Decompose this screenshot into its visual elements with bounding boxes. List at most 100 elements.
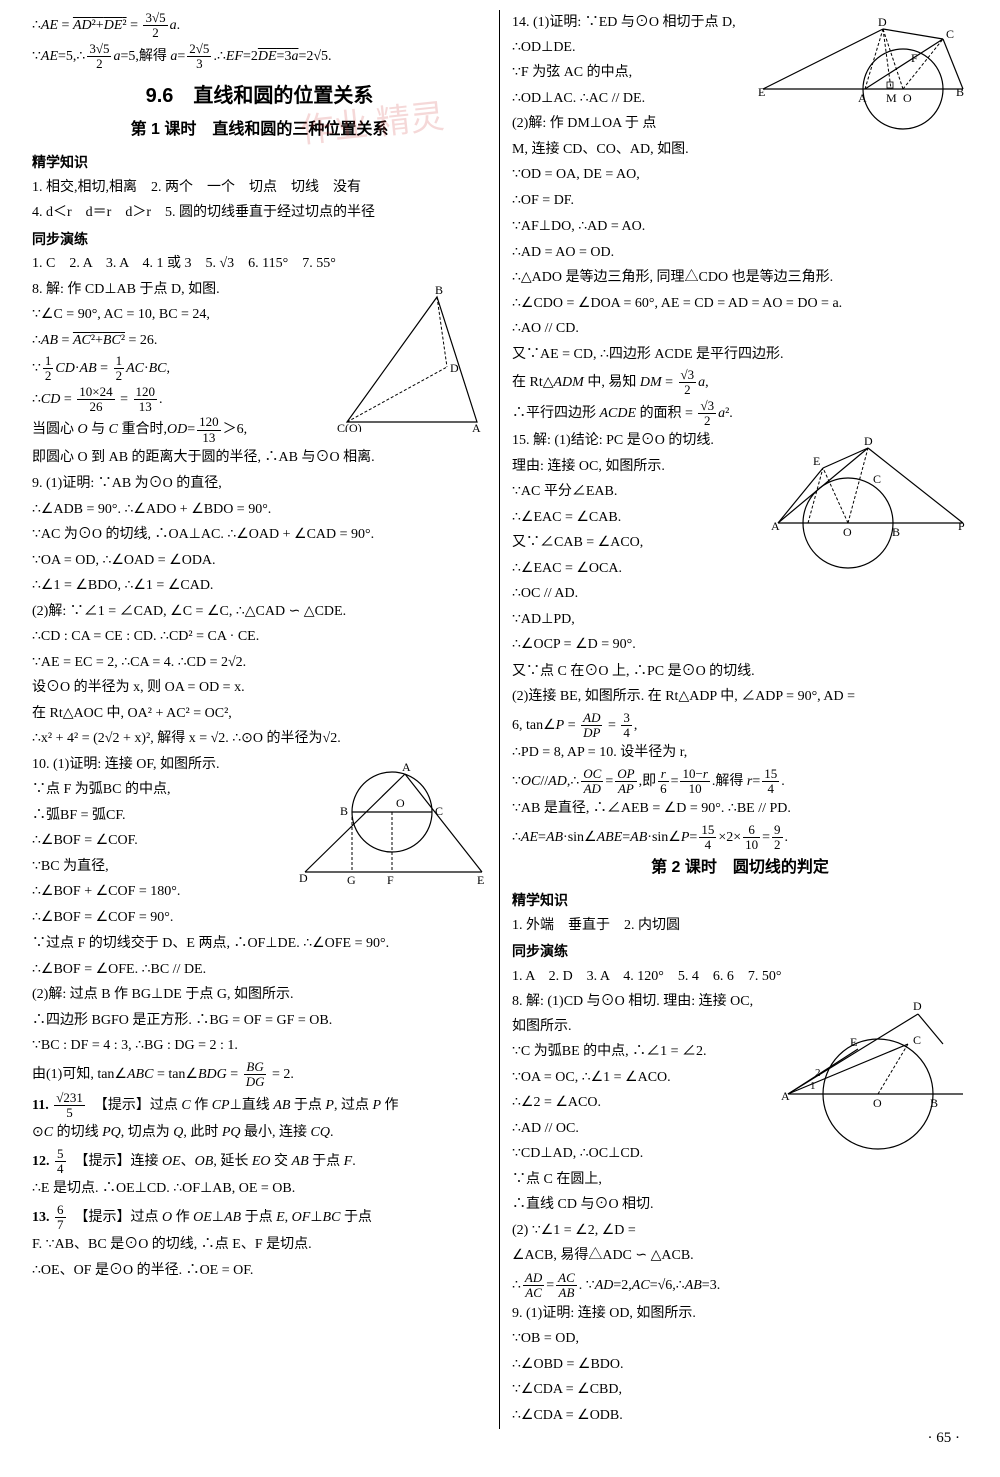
text-line: 6, tan∠P = ADDP = 34, xyxy=(512,711,968,741)
svg-text:A: A xyxy=(771,519,780,533)
section-head: 精学知识 xyxy=(512,888,968,913)
svg-text:D: D xyxy=(450,361,459,375)
text-line: ∴OC // AD. xyxy=(512,582,968,607)
section-head: 同步演练 xyxy=(32,227,487,252)
text-line: ∵OC//AD,∴OCAD=OPAP,即r6=10−r10.解得 r=154. xyxy=(512,767,968,797)
svg-text:P: P xyxy=(958,519,965,533)
svg-text:A: A xyxy=(402,760,411,774)
text-line: ∵BC : DF = 4 : 3, ∴BG : DG = 2 : 1. xyxy=(32,1034,487,1059)
text-line: ∴AE=AB·sin∠ABE=AB·sin∠P=154×2×610=92. xyxy=(512,823,968,853)
text-line: ∵AC 为⊙O 的切线, ∴OA⊥AC. ∴∠OAD + ∠CAD = 90°. xyxy=(32,523,487,548)
text-line: ∴PD = 8, AP = 10. 设半径为 r, xyxy=(512,741,968,766)
svg-text:A: A xyxy=(472,421,481,432)
svg-text:B: B xyxy=(340,804,348,818)
section-head: 同步演练 xyxy=(512,939,968,964)
text-line: ∴AD = AO = OD. xyxy=(512,241,968,266)
text-line: ∵AB 是直径, ∴∠AEB = ∠D = 90°. ∴BE // PD. xyxy=(512,797,968,822)
text-line: 12. 54 【提示】连接 OE、OB, 延长 EO 交 AB 于点 F. xyxy=(32,1147,487,1177)
text-line: 在 Rt△ADM 中, 易知 DM = √32a, xyxy=(512,368,968,398)
svg-text:A: A xyxy=(858,91,867,105)
text-line: ∴OF = DF. xyxy=(512,189,968,214)
text-line: 即圆心 O 到 AB 的距离大于圆的半径, ∴AB 与⊙O 相离. xyxy=(32,446,487,471)
text-line: 1. 外端 垂直于 2. 内切圆 xyxy=(512,914,968,939)
svg-text:B: B xyxy=(930,1096,938,1110)
svg-text:C: C xyxy=(873,472,881,486)
text-line: ∵AD⊥PD, xyxy=(512,608,968,633)
svg-text:1: 1 xyxy=(810,1080,816,1092)
text-line: M, 连接 CD、CO、AD, 如图. xyxy=(512,138,968,163)
text-line: ∵OD = OA, DE = AO, xyxy=(512,163,968,188)
text-line: ∴四边形 BGFO 是正方形. ∴BG = OF = GF = OB. xyxy=(32,1009,487,1034)
svg-text:2: 2 xyxy=(815,1067,821,1079)
svg-text:E: E xyxy=(850,1035,857,1049)
right-column: E A M O B D C F 14. (1)证明: ∵ED 与⊙O 相切于点 … xyxy=(500,10,980,1429)
svg-text:E: E xyxy=(477,873,484,887)
text-line: 又∵点 C 在⊙O 上, ∴PC 是⊙O 的切线. xyxy=(512,660,968,685)
svg-text:C: C xyxy=(946,27,954,41)
text-line: ∴ADAC=ACAB. ∵AD=2,AC=√6,∴AB=3. xyxy=(512,1271,968,1301)
text-line: F. ∵AB、BC 是⊙O 的切线, ∴点 E、F 是切点. xyxy=(32,1233,487,1258)
text-line: 1. 相交,相切,相离 2. 两个 一个 切点 切线 没有 xyxy=(32,176,487,201)
text-line: ∴CD : CA = CE : CD. ∴CD² = CA · CE. xyxy=(32,625,487,650)
svg-text:O: O xyxy=(873,1096,882,1110)
svg-text:B: B xyxy=(956,85,964,99)
chapter-title: 9.6 直线和圆的位置关系 xyxy=(32,79,487,114)
figure-q15: D E C A O B P xyxy=(768,433,968,573)
text-line: ∴∠CDA = ∠ODB. xyxy=(512,1404,968,1429)
svg-text:D: D xyxy=(878,15,887,29)
svg-text:O: O xyxy=(396,796,405,810)
text-line: 由(1)可知, tan∠ABC = tan∠BDG = BGDG = 2. xyxy=(32,1060,487,1090)
text-line: ∵过点 F 的切线交于 D、E 两点, ∴OF⊥DE. ∴∠OFE = 90°. xyxy=(32,932,487,957)
text-line: 1. C 2. A 3. A 4. 1 或 3 5. √3 6. 115° 7.… xyxy=(32,252,487,277)
text-line: ⊙C 的切线 PQ, 切点为 Q, 此时 PQ 最小, 连接 CQ. xyxy=(32,1121,487,1146)
svg-text:F: F xyxy=(387,873,394,887)
text-line: ∴OE、OF 是⊙O 的半径. ∴OE = OF. xyxy=(32,1259,487,1284)
figure-q8: B D C(O) A xyxy=(337,282,487,432)
text-line: ∵OA = OD, ∴∠OAD = ∠ODA. xyxy=(32,549,487,574)
svg-text:O: O xyxy=(903,91,912,105)
text-line: 1. A 2. D 3. A 4. 120° 5. 4 6. 6 7. 50° xyxy=(512,965,968,990)
svg-text:B: B xyxy=(892,525,900,539)
text-line: ∵AE=5,∴3√52a=5,解得 a=2√53.∴EF=2DE=3a=2√5. xyxy=(32,42,487,72)
text-line: 9. (1)证明: ∵AB 为⊙O 的直径, xyxy=(32,472,487,497)
svg-text:D: D xyxy=(864,434,873,448)
text-line: 设⊙O 的半径为 x, 则 OA = OD = x. xyxy=(32,676,487,701)
text-line: ∴∠BOF = ∠COF = 90°. xyxy=(32,906,487,931)
text-line: 11. √2315 【提示】过点 C 作 CP⊥直线 AB 于点 P, 过点 P… xyxy=(32,1091,487,1121)
figure-q8-2: D E C A O B 1 2 xyxy=(778,994,968,1164)
text-line: 4. d＜r d＝r d＞r 5. 圆的切线垂直于经过切点的半径 xyxy=(32,201,487,226)
text-line: ∴直线 CD 与⊙O 相切. xyxy=(512,1193,968,1218)
text-line: ∴∠OBD = ∠BDO. xyxy=(512,1353,968,1378)
text-line: ∴∠OCP = ∠D = 90°. xyxy=(512,633,968,658)
text-line: (2)解: 过点 B 作 BG⊥DE 于点 G, 如图所示. xyxy=(32,983,487,1008)
svg-text:C(O): C(O) xyxy=(337,421,362,432)
text-line: ∵AE = EC = 2, ∴CA = 4. ∴CD = 2√2. xyxy=(32,651,487,676)
text-line: ∴∠CDO = ∠DOA = 60°, AE = CD = AD = AO = … xyxy=(512,292,968,317)
svg-text:A: A xyxy=(781,1089,790,1103)
text-line: 13. 67 【提示】过点 O 作 OE⊥AB 于点 E, OF⊥BC 于点 xyxy=(32,1203,487,1233)
text-line: ∴E 是切点. ∴OE⊥CD. ∴OF⊥AB, OE = OB. xyxy=(32,1177,487,1202)
section-head: 精学知识 xyxy=(32,150,487,175)
figure-q14: E A M O B D C F xyxy=(758,14,968,134)
text-line: ∵OB = OD, xyxy=(512,1327,968,1352)
text-line: ∠ACB, 易得△ADC ∽ △ACB. xyxy=(512,1244,968,1269)
text-line: ∴平行四边形 ACDE 的面积 = √32a². xyxy=(512,399,968,429)
svg-text:G: G xyxy=(347,873,356,887)
text-line: ∴x² + 4² = (2√2 + x)², 解得 x = √2. ∴⊙O 的半… xyxy=(32,727,487,752)
text-line: 又∵AE = CD, ∴四边形 ACDE 是平行四边形. xyxy=(512,343,968,368)
text-line: (2)解: ∵∠1 = ∠CAD, ∠C = ∠C, ∴△CAD ∽ △CDE. xyxy=(32,600,487,625)
svg-text:C: C xyxy=(913,1033,921,1047)
svg-text:O: O xyxy=(843,525,852,539)
text-line: ∴∠BOF = ∠OFE. ∴BC // DE. xyxy=(32,958,487,983)
text-line: (2) ∵∠1 = ∠2, ∠D = xyxy=(512,1219,968,1244)
svg-text:F: F xyxy=(911,51,918,65)
text-line: (2)连接 BE, 如图所示. 在 Rt△ADP 中, ∠ADP = 90°, … xyxy=(512,685,968,710)
left-column: ∴AE = AD²+DE² = 3√52a. ∵AE=5,∴3√52a=5,解得… xyxy=(20,10,500,1429)
text-line: ∵AF⊥DO, ∴AD = AO. xyxy=(512,215,968,240)
page-number: · 65 · xyxy=(928,1425,961,1451)
svg-text:E: E xyxy=(813,454,820,468)
text-line: ∴AE = AD²+DE² = 3√52a. xyxy=(32,11,487,41)
text-line: ∴∠1 = ∠BDO, ∴∠1 = ∠CAD. xyxy=(32,574,487,599)
text-line: 在 Rt△AOC 中, OA² + AC² = OC², xyxy=(32,702,487,727)
svg-text:C: C xyxy=(435,804,443,818)
